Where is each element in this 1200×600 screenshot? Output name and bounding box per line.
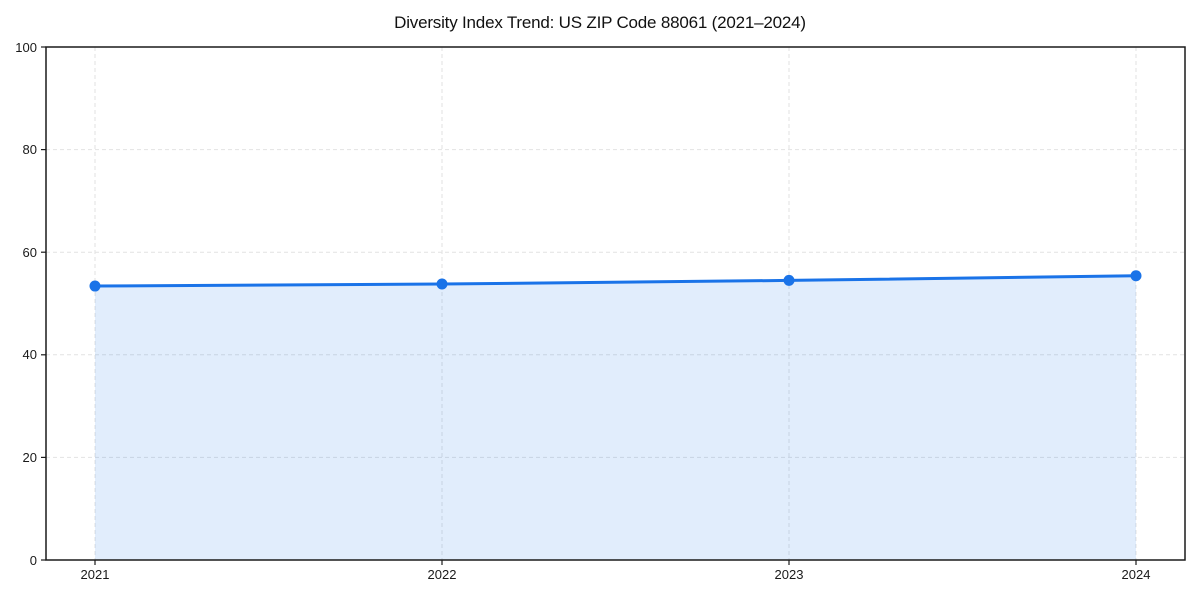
y-tick-label: 60	[22, 244, 37, 260]
y-tick-label: 20	[22, 449, 37, 465]
y-tick-label: 100	[15, 39, 37, 55]
x-tick-label: 2024	[1121, 567, 1151, 582]
x-tick-label: 2023	[774, 567, 804, 582]
y-tick-label: 40	[22, 347, 37, 363]
x-tick-label: 2022	[427, 567, 457, 582]
chart-title: Diversity Index Trend: US ZIP Code 88061…	[394, 13, 806, 32]
y-tick-label: 0	[29, 552, 37, 568]
x-tick-label: 2021	[80, 567, 110, 582]
y-tick-label: 80	[22, 142, 37, 158]
